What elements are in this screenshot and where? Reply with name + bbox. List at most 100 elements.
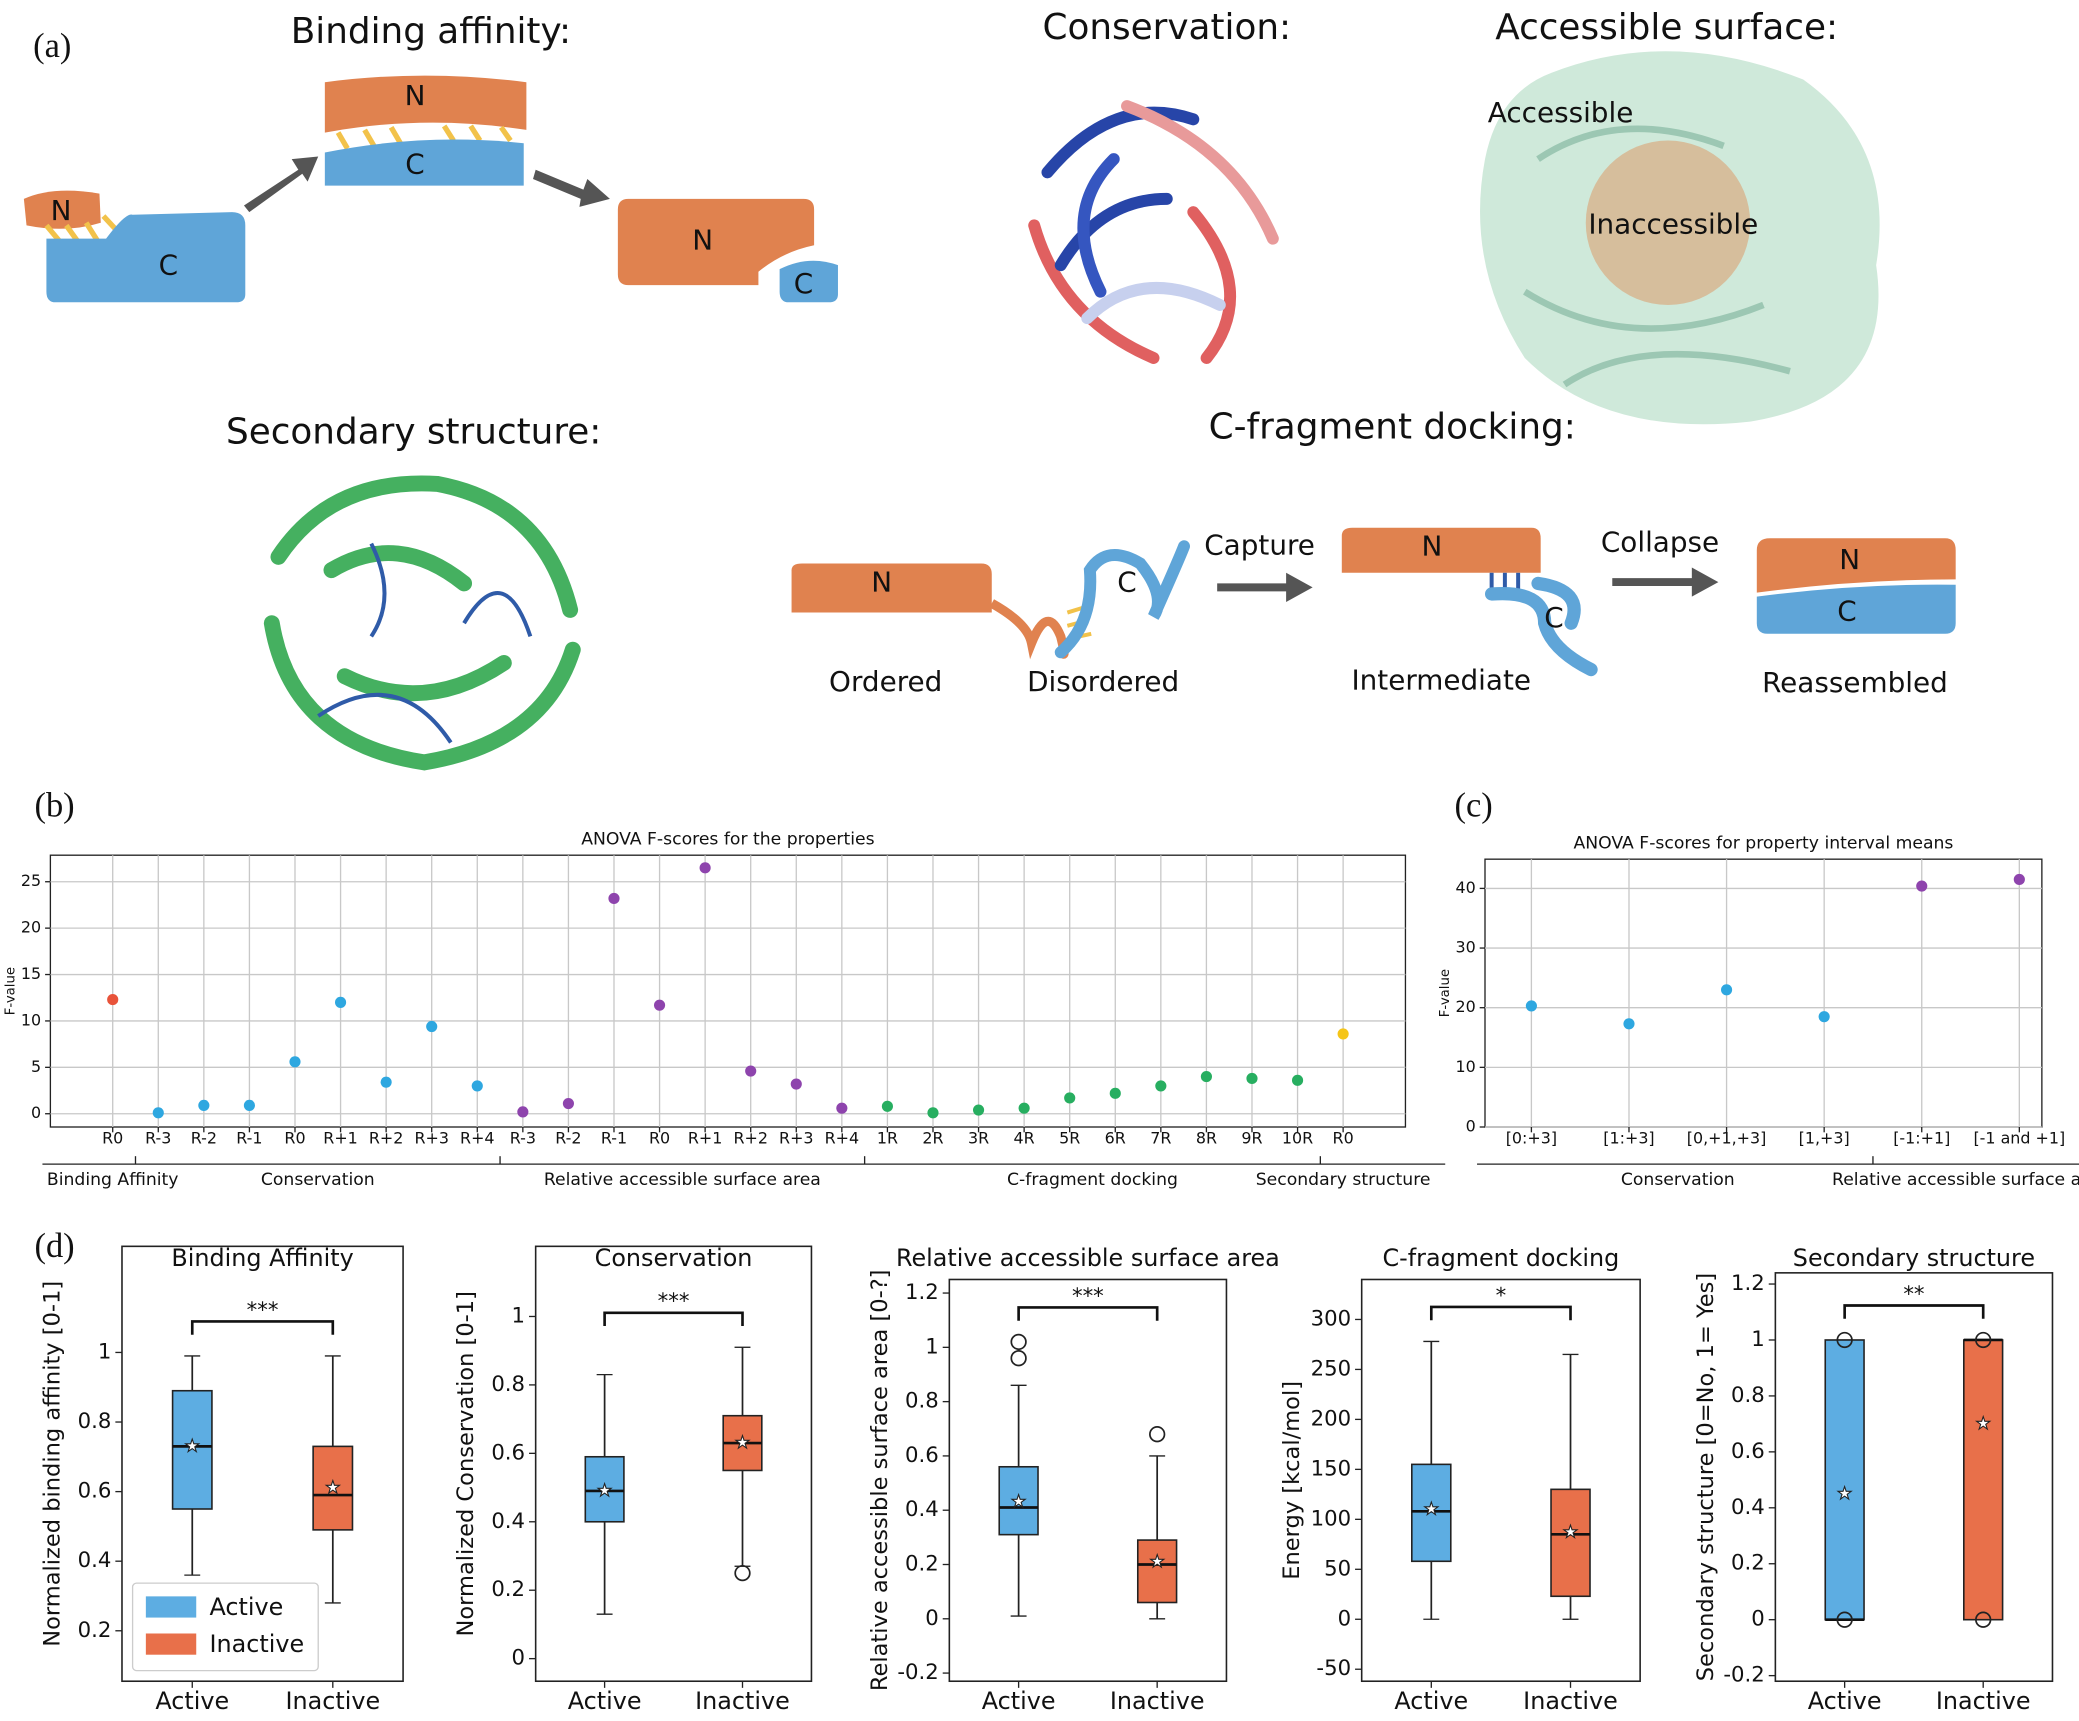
y-tick-label: 0.6 — [491, 1440, 525, 1465]
point — [1018, 1102, 1030, 1114]
y-tick-label: 1 — [512, 1303, 526, 1328]
y-tick-label: 0.8 — [491, 1372, 525, 1397]
panel-label: (a) — [33, 27, 71, 65]
x-tick-label: R+1 — [323, 1128, 358, 1147]
y-axis-label: Normalized binding affinity [0-1] — [40, 1281, 66, 1647]
x-tick-label: R+3 — [414, 1128, 449, 1147]
y-axis-label: Energy [kcal/mol] — [1279, 1381, 1305, 1580]
point — [562, 1097, 574, 1110]
flier — [1010, 1350, 1027, 1367]
point — [1337, 1028, 1349, 1040]
point — [699, 862, 711, 874]
point — [608, 892, 620, 905]
x-tick-label: [1:+3] — [1603, 1128, 1654, 1147]
domain-letter: N — [51, 194, 72, 227]
x-tick-label: 7R — [1150, 1128, 1171, 1147]
x-tick-label: R0 — [284, 1128, 305, 1147]
x-tick-label: R-2 — [555, 1128, 581, 1147]
point — [517, 1106, 529, 1118]
x-tick-label: Active — [155, 1687, 229, 1715]
y-tick-label: 10 — [1455, 1057, 1475, 1076]
x-tick-label: 1R — [877, 1128, 898, 1147]
y-tick-label: 0.2 — [905, 1552, 939, 1577]
domain-letter: C — [405, 148, 424, 181]
x-tick-label: R-2 — [191, 1128, 217, 1147]
x-tick-label: Inactive — [1110, 1687, 1205, 1715]
x-tick-label: 8R — [1196, 1128, 1217, 1147]
domain-letter: C — [1544, 601, 1563, 634]
y-tick-label: 30 — [1455, 938, 1475, 957]
mean-marker: ★ — [597, 1481, 612, 1501]
panel-label: (c) — [1455, 787, 1493, 825]
point — [790, 1078, 802, 1090]
flier — [1975, 1331, 1992, 1349]
mean-marker: ★ — [1424, 1499, 1439, 1519]
y-tick-label: 0.2 — [1731, 1551, 1765, 1576]
y-tick-label: 0 — [31, 1103, 41, 1122]
box — [312, 1445, 354, 1531]
significance-bracket — [1843, 1304, 1985, 1319]
point — [1109, 1087, 1121, 1099]
x-tick-label: Inactive — [1523, 1687, 1618, 1715]
point — [1818, 1011, 1830, 1023]
x-tick-label: R0 — [102, 1128, 123, 1147]
box — [1136, 1539, 1178, 1604]
y-tick-label: 0.2 — [491, 1577, 525, 1602]
point — [972, 1104, 985, 1116]
y-tick-label: 150 — [1311, 1456, 1351, 1481]
point — [2013, 873, 2025, 886]
point — [1246, 1072, 1258, 1085]
x-tick-label: R+3 — [779, 1128, 814, 1147]
point — [334, 996, 347, 1008]
box — [171, 1389, 213, 1510]
point — [836, 1102, 848, 1114]
group-label: Conservation — [1621, 1170, 1735, 1190]
plot-frame — [534, 1245, 813, 1683]
point — [927, 1107, 939, 1119]
y-tick-label: 1.2 — [905, 1280, 939, 1305]
group-label: Secondary structure — [1256, 1170, 1431, 1190]
y-tick-label: 1 — [925, 1334, 939, 1359]
y-tick-label: 0.6 — [905, 1443, 939, 1468]
flier — [1010, 1333, 1027, 1351]
mean-marker: ★ — [735, 1433, 750, 1453]
y-tick-label: 0 — [1466, 1117, 1476, 1136]
point — [1525, 1000, 1537, 1012]
point — [380, 1076, 392, 1088]
docking-state: Reassembled — [1762, 666, 1948, 699]
docking-state: Disordered — [1027, 665, 1179, 698]
y-tick-label: 0.4 — [491, 1509, 525, 1534]
y-axis-label: Normalized Conservation [0-1] — [453, 1291, 479, 1636]
docking-state: Ordered — [829, 665, 942, 698]
y-tick-label: 1.2 — [1731, 1271, 1765, 1296]
domain-letter: N — [871, 565, 892, 598]
y-tick-label: -0.2 — [1723, 1663, 1764, 1688]
point — [198, 1099, 210, 1111]
flier — [734, 1564, 751, 1582]
y-tick-label: 10 — [21, 1010, 41, 1029]
domain-letter: N — [405, 79, 426, 112]
y-tick-label: 0.8 — [905, 1389, 939, 1414]
domain-letter: N — [1422, 530, 1443, 563]
y-tick-label: 250 — [1311, 1356, 1351, 1381]
plot-frame — [1360, 1278, 1641, 1683]
point — [243, 1099, 255, 1111]
plot-frame — [121, 1245, 404, 1683]
diagram-heading: Accessible surface: — [1495, 7, 1838, 48]
y-tick-label: 0 — [1338, 1606, 1352, 1631]
y-tick-label: 0.2 — [78, 1618, 112, 1643]
significance: ** — [1903, 1282, 1924, 1307]
chart-title: Relative accessible surface area — [896, 1244, 1280, 1272]
y-tick-label: 0 — [1751, 1607, 1765, 1632]
y-tick-label: 0 — [512, 1646, 526, 1671]
surface-label: Inaccessible — [1588, 207, 1758, 240]
y-tick-label: 300 — [1311, 1306, 1351, 1331]
domain-letter: N — [692, 223, 713, 256]
group-label: Relative accessible surface area — [544, 1170, 821, 1190]
diagram-heading: Conservation: — [1042, 7, 1291, 48]
flier — [1836, 1611, 1853, 1628]
significance: * — [1496, 1283, 1507, 1308]
x-tick-label: [0,+1,+3] — [1687, 1128, 1767, 1147]
x-tick-label: [-1:+1] — [1893, 1128, 1950, 1147]
chart-title: Binding Affinity — [171, 1244, 353, 1272]
